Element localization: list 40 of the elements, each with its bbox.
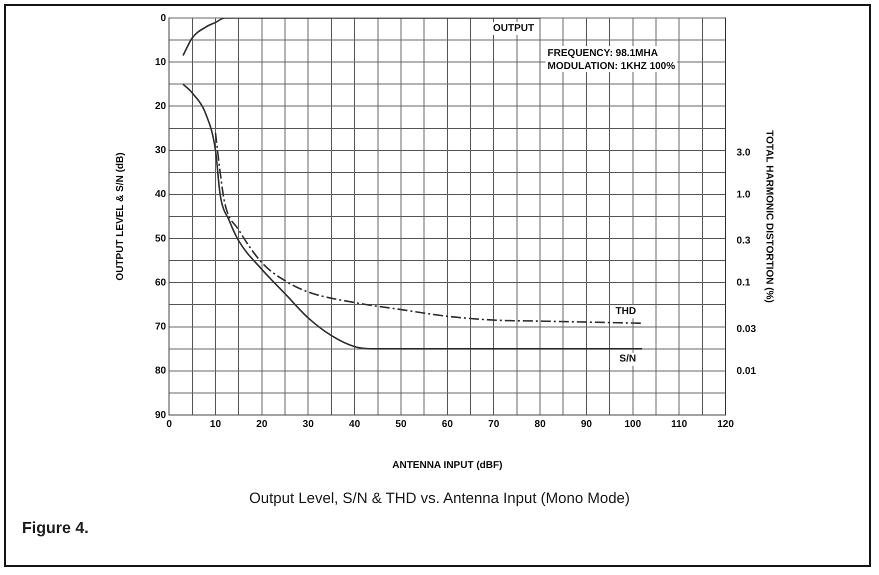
x-axis-title: ANTENNA INPUT (dBF) (392, 460, 502, 471)
x-tick-label: 100 (624, 418, 642, 430)
y-tick-label: 10 (155, 56, 167, 68)
y-tick-label: 40 (155, 189, 167, 200)
y-axis-title: OUTPUT LEVEL & S/N (dB) (114, 152, 126, 281)
y2-tick-label: 1.0 (736, 189, 751, 200)
annotation: MODULATION: 1KHZ 100% (548, 60, 676, 72)
line-series (182, 83, 643, 350)
series-label: THD (616, 306, 636, 317)
y2-tick-label: 0.03 (736, 324, 756, 335)
y2-tick-label: 3.0 (736, 147, 751, 158)
x-tick-label: 110 (671, 418, 688, 430)
y-tick-label: 90 (155, 410, 167, 421)
y-tick-label: 30 (155, 145, 167, 156)
line-series (182, 18, 541, 56)
x-tick-label: 70 (488, 418, 500, 430)
x-tick-label: 80 (534, 418, 546, 430)
y-tick-label: 0 (160, 12, 167, 24)
x-tick-label: 60 (442, 418, 454, 430)
y-tick-label: 50 (155, 233, 167, 244)
caption: Figure 4. (22, 520, 89, 538)
series-label: S/N (619, 354, 636, 365)
y2-tick-label: 0.1 (736, 278, 751, 289)
y-tick-label: 80 (155, 366, 167, 377)
text: Output Level, S/N & THD vs. Antenna Input (Mono Mode) (248, 490, 631, 507)
y-tick-label: 70 (155, 322, 167, 333)
y2-tick-label: 0.3 (736, 236, 751, 247)
x-tick-label: 40 (349, 418, 361, 430)
x-tick-label: 50 (395, 418, 407, 430)
y2-axis-title: TOTAL HARMONIC DISTORTION (%) (763, 130, 774, 303)
x-tick-label: 120 (717, 418, 734, 430)
x-tick-label: 20 (256, 418, 268, 430)
series-label: OUTPUT (492, 22, 534, 34)
y-tick-label: 60 (155, 277, 167, 288)
x-tick-label: 90 (580, 418, 592, 430)
x-tick-label: 30 (302, 418, 314, 430)
y-tick-label: 20 (155, 100, 167, 112)
annotation: FREQUENCY: 98.1MHA (548, 48, 658, 59)
x-tick-label: 10 (210, 418, 222, 430)
y2-tick-label: 0.01 (736, 366, 756, 378)
